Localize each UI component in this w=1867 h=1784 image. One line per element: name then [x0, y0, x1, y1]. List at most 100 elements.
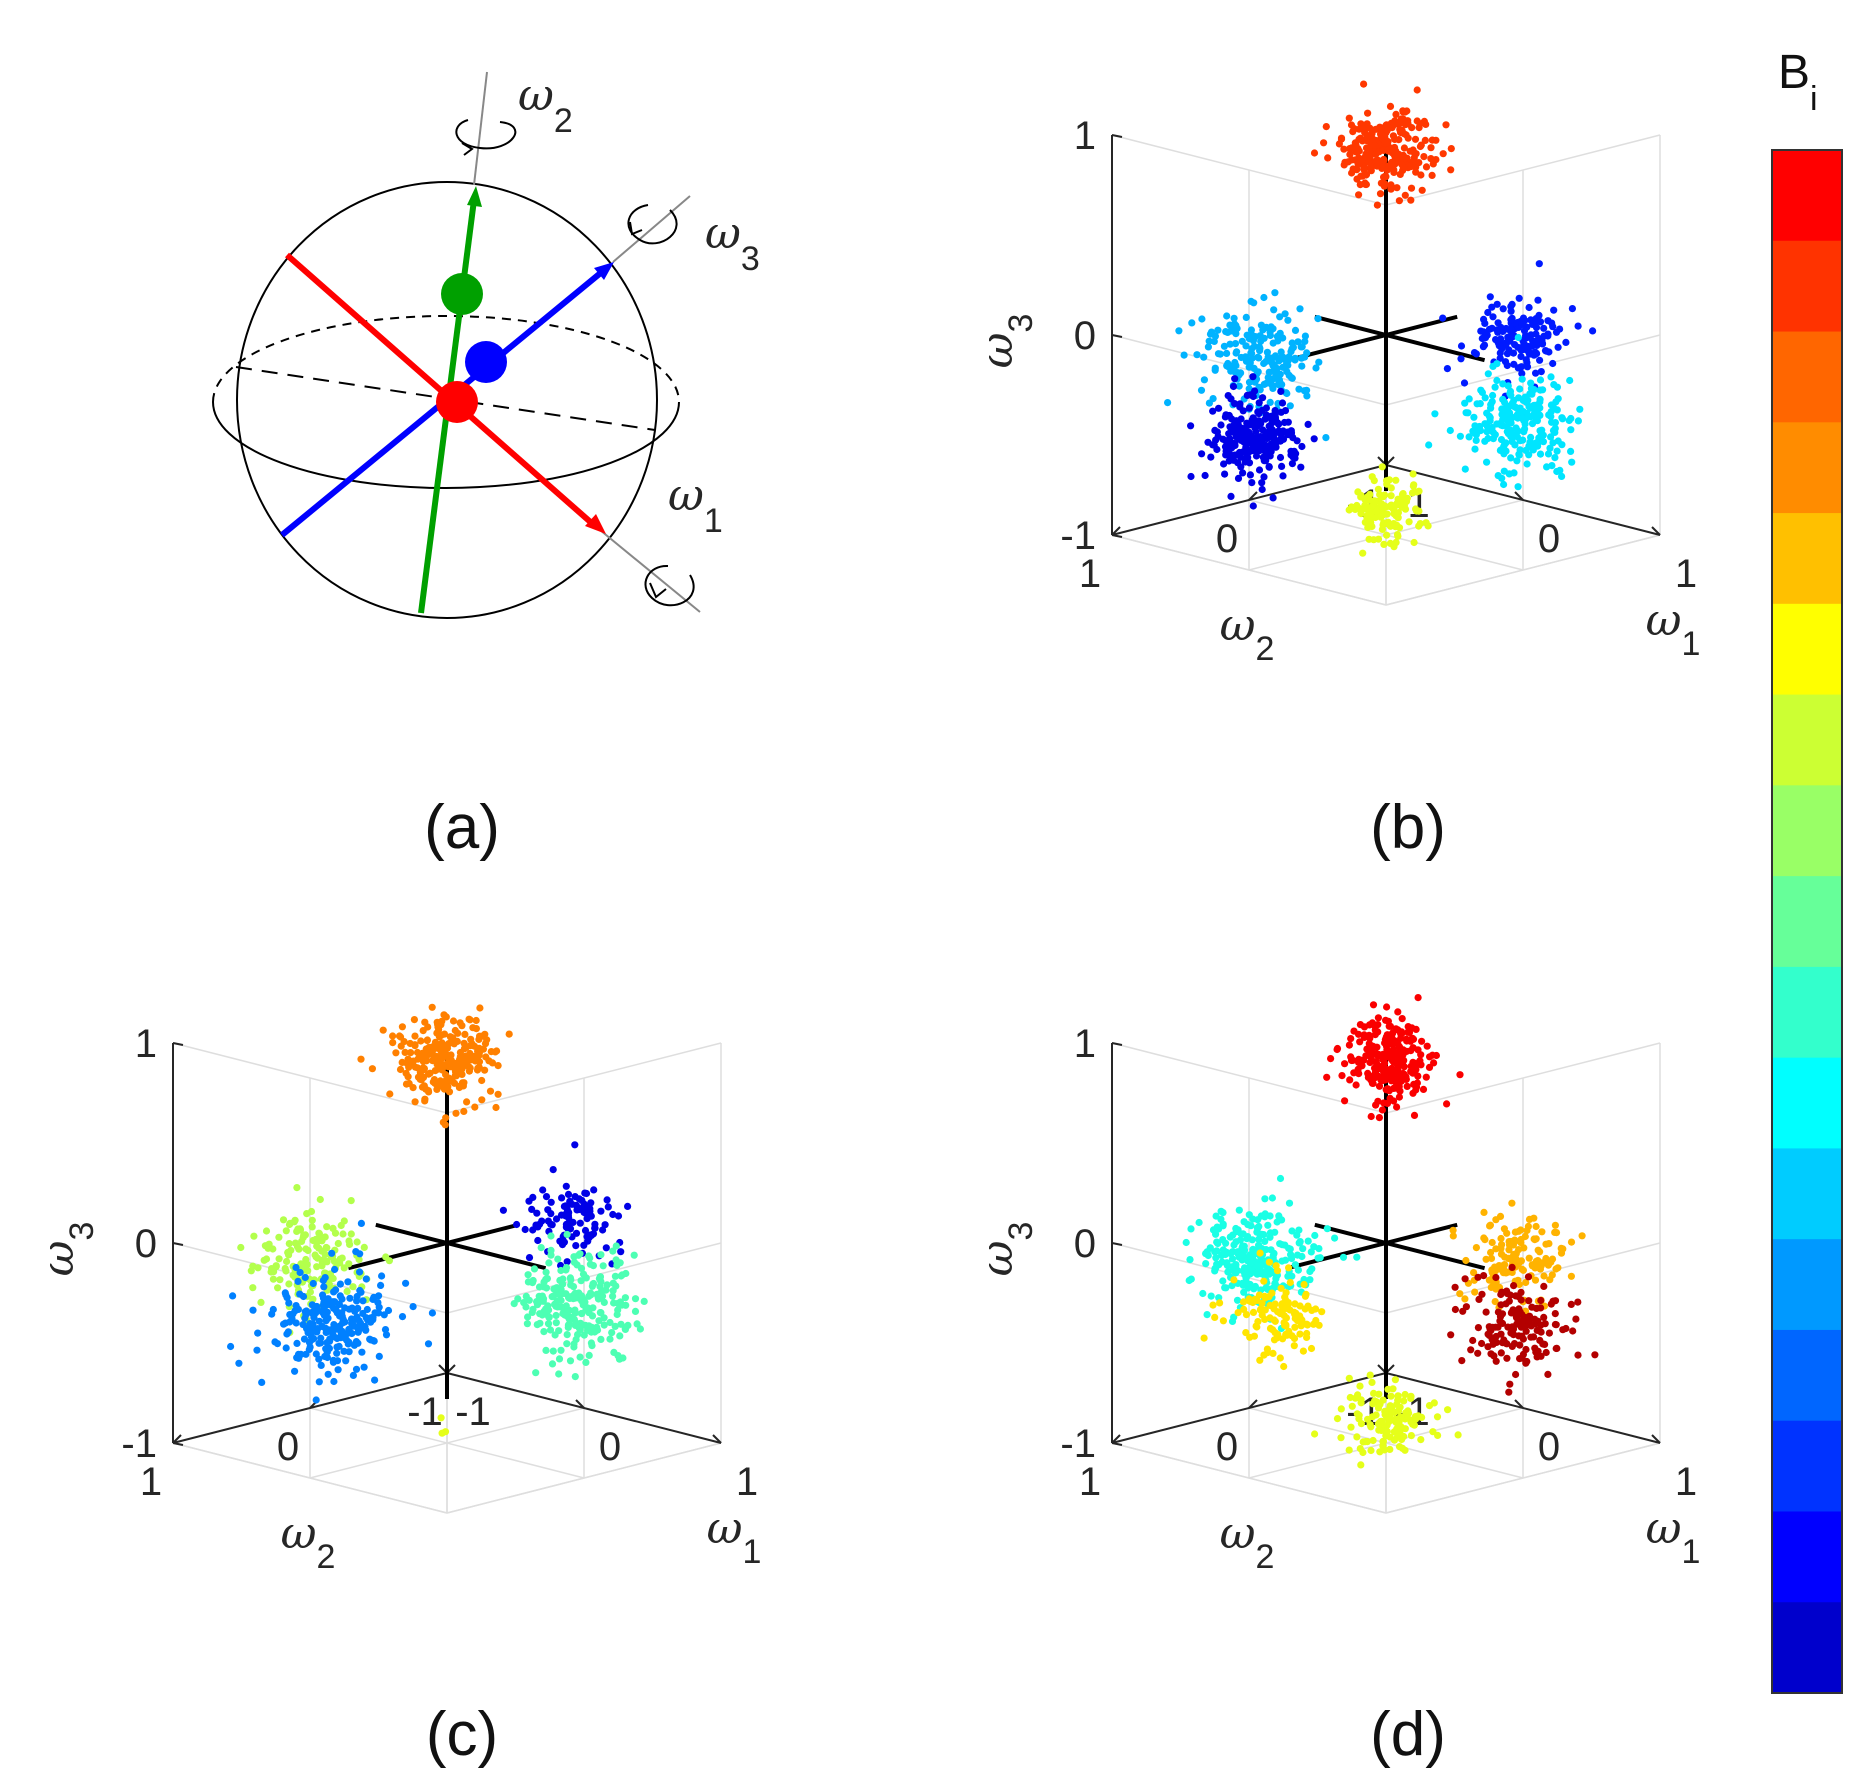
data-point: [1546, 1276, 1554, 1284]
data-point: [1522, 1327, 1530, 1335]
data-point: [402, 1069, 410, 1077]
data-point: [1221, 470, 1229, 478]
data-point: [1383, 1003, 1391, 1011]
red-ball: [436, 381, 478, 423]
data-point: [537, 1244, 545, 1252]
data-point: [1476, 400, 1484, 408]
data-point: [283, 1294, 291, 1302]
data-point: [1478, 1339, 1486, 1348]
data-point: [1523, 1226, 1531, 1235]
data-point: [1480, 1208, 1488, 1216]
colorbar-band: [1772, 966, 1842, 1059]
z-tick-label: 0: [1074, 314, 1096, 358]
data-point: [1369, 1001, 1378, 1009]
data-point: [1266, 331, 1274, 340]
data-point: [1374, 1097, 1382, 1105]
data-point: [340, 1264, 348, 1272]
data-point: [1266, 1314, 1274, 1322]
data-point: [1487, 1350, 1495, 1358]
data-point: [340, 1334, 348, 1342]
data-point: [1284, 1299, 1292, 1307]
omega2-axis-line: [347, 1222, 519, 1271]
data-point: [1355, 135, 1363, 143]
data-point: [1258, 1299, 1266, 1307]
data-point: [419, 1027, 427, 1035]
data-point: [1464, 409, 1472, 417]
data-point: [1509, 432, 1517, 440]
grid-line: [1385, 1242, 1661, 1314]
data-point: [1536, 404, 1544, 412]
colorbar-band: [1772, 150, 1842, 242]
data-point: [1346, 150, 1354, 158]
data-point: [1394, 508, 1402, 517]
data-point: [1366, 1058, 1374, 1067]
data-point: [557, 1286, 565, 1294]
data-point: [1375, 1426, 1383, 1434]
data-point: [1387, 185, 1395, 193]
data-point: [1393, 1103, 1401, 1111]
data-point: [542, 1346, 550, 1354]
data-point: [520, 1299, 528, 1307]
data-point: [472, 1016, 480, 1025]
data-point: [1383, 480, 1391, 488]
data-point: [1341, 1060, 1349, 1068]
data-point: [1446, 426, 1454, 435]
data-point: [1510, 402, 1518, 410]
z-tick-label: -1: [1060, 1422, 1096, 1466]
data-point: [1386, 102, 1395, 110]
data-point: [1456, 1071, 1464, 1079]
data-point: [1497, 1349, 1505, 1357]
data-point: [1492, 1285, 1500, 1293]
data-point: [563, 1258, 571, 1266]
data-point: [1574, 1298, 1582, 1306]
data-point: [341, 1318, 349, 1326]
data-point: [1220, 1247, 1228, 1255]
data-point: [587, 1291, 595, 1299]
data-point: [1558, 441, 1566, 449]
data-point: [1506, 387, 1515, 395]
data-point: [1261, 415, 1269, 423]
data-point: [1410, 1059, 1418, 1067]
data-point: [529, 1276, 537, 1285]
data-point: [1303, 392, 1311, 400]
data-point: [1331, 1234, 1339, 1242]
data-point: [429, 1043, 437, 1051]
data-point: [564, 1190, 573, 1198]
data-point: [1287, 374, 1295, 382]
data-point: [1532, 1222, 1540, 1231]
data-point: [559, 1275, 567, 1283]
data-point: [1233, 424, 1241, 432]
data-point: [1246, 1280, 1254, 1289]
data-point: [1525, 1297, 1533, 1305]
grid-line: [1111, 1442, 1387, 1514]
data-point: [1486, 1221, 1494, 1229]
data-point: [1200, 353, 1208, 361]
data-point: [1553, 447, 1561, 455]
data-point: [1383, 531, 1391, 539]
grid-line: [446, 1442, 722, 1514]
data-point: [1536, 411, 1544, 419]
data-point: [1271, 1329, 1279, 1337]
data-point: [1548, 462, 1556, 470]
data-point: [1272, 374, 1280, 382]
data-point: [1377, 125, 1385, 133]
y-tick-label: 1: [1079, 552, 1101, 596]
grid-line: [172, 1042, 448, 1114]
data-point: [552, 1319, 560, 1327]
data-point: [1540, 1272, 1548, 1280]
data-point: [1356, 1021, 1364, 1029]
data-point: [1242, 342, 1250, 350]
data-point: [374, 1309, 383, 1317]
data-point: [1210, 441, 1218, 449]
y-tick-mark: [1248, 491, 1258, 501]
data-point: [1235, 448, 1244, 457]
data-point: [1279, 334, 1287, 342]
data-point: [1522, 356, 1530, 364]
y-tick-mark: [1111, 1434, 1121, 1444]
data-point: [524, 1313, 532, 1321]
data-point: [1252, 1322, 1260, 1330]
data-point: [313, 1263, 321, 1271]
data-point: [1384, 1385, 1392, 1393]
data-point: [322, 1345, 330, 1353]
data-point: [471, 1103, 479, 1111]
